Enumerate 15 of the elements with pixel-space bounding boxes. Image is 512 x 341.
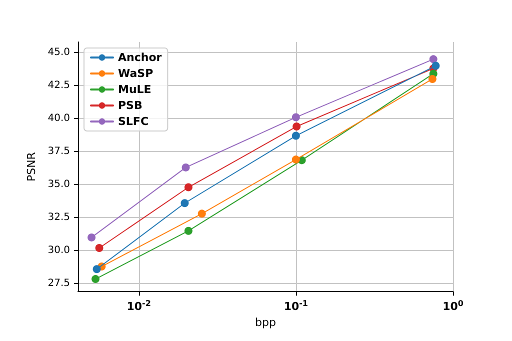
y-tick-label: 40.0 <box>48 113 70 124</box>
y-axis-title: PSNR <box>24 152 38 182</box>
y-tick-label: 32.5 <box>48 212 70 224</box>
y-tick-label: 45.0 <box>48 47 70 58</box>
y-tick-label: 35.0 <box>48 179 70 190</box>
y-tick-label: 37.5 <box>48 146 70 158</box>
y-tick-label: 42.5 <box>48 80 70 92</box>
legend-label: PSB <box>118 99 142 112</box>
legend-label: SLFC <box>118 115 149 128</box>
x-axis-title: bpp <box>255 316 276 329</box>
legend-label: WaSP <box>118 67 154 80</box>
y-tick-label: 30.0 <box>48 245 70 256</box>
y-tick-label: 27.5 <box>48 278 70 290</box>
legend-label: MuLE <box>118 83 152 96</box>
legend-label: Anchor <box>118 51 162 64</box>
